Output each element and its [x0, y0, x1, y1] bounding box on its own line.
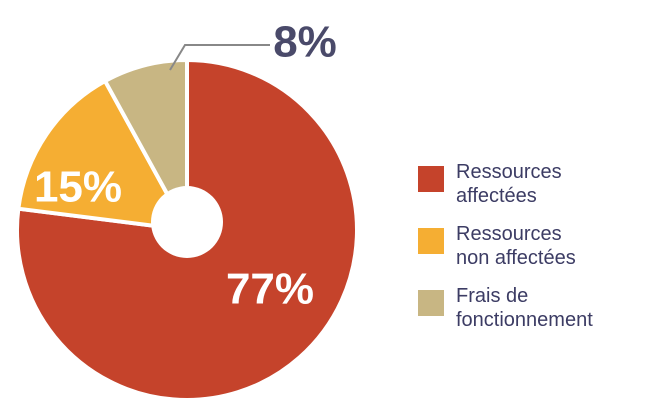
legend-item: Ressources affectées [418, 160, 648, 208]
legend-label: Ressources affectées [456, 161, 562, 207]
legend-item: Frais de fonctionnement [418, 284, 648, 332]
legend: Ressources affectées Ressources non affec… [418, 160, 648, 346]
legend-item: Ressources non affectées [418, 222, 648, 270]
legend-label: Ressources non affectées [456, 223, 576, 269]
legend-swatch [418, 228, 444, 254]
donut-hole [151, 186, 223, 258]
legend-swatch [418, 166, 444, 192]
value-label: 77% [226, 265, 314, 314]
value-label: 8% [273, 18, 337, 67]
value-label: 15% [34, 163, 122, 212]
slice [15, 57, 359, 401]
legend-swatch [418, 290, 444, 316]
slice [102, 57, 189, 231]
slice [16, 78, 191, 233]
leader-line [169, 44, 270, 71]
legend-label: Frais de fonctionnement [456, 285, 593, 331]
